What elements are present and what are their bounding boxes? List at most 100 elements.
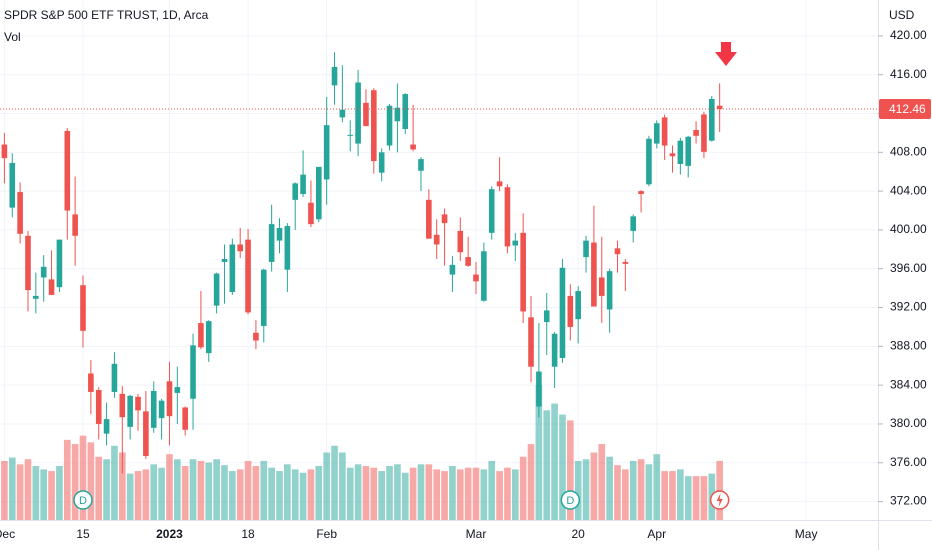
volume-bar [111, 445, 118, 520]
volume-bar [307, 469, 315, 520]
volume-bar [637, 459, 645, 520]
volume-bar [606, 456, 613, 520]
candle-body [677, 140, 684, 164]
candle-body [135, 396, 141, 411]
volume-bar [370, 467, 378, 520]
dividend-label: D [566, 495, 574, 507]
volume-bar [614, 465, 621, 520]
y-tick-label: 416.00 [890, 67, 927, 81]
volume-bar [559, 414, 566, 520]
candle-body [363, 102, 369, 127]
volume-bar [197, 460, 205, 520]
volume-bar [433, 469, 441, 520]
volume-bar [622, 469, 629, 520]
volume-bar [244, 460, 252, 520]
volume-bar [150, 464, 158, 520]
candle-body [481, 251, 487, 301]
x-tick-label: 2023 [156, 527, 183, 541]
y-tick-label: 388.00 [890, 339, 927, 353]
candle-body [465, 257, 471, 266]
candle-body [300, 174, 306, 195]
volume-bar [472, 467, 480, 520]
candle-body [1, 144, 8, 159]
volume-bar [323, 452, 330, 520]
volume-bar [692, 476, 700, 520]
volume-bar [551, 403, 558, 520]
candle-body [606, 271, 613, 310]
volume-bar [260, 460, 268, 520]
volume-bar [331, 445, 338, 520]
volume-bar [661, 471, 668, 520]
candle-body [575, 291, 581, 320]
y-tick-label: 372.00 [890, 494, 927, 508]
candle-body [693, 130, 699, 136]
volume-bar [456, 469, 464, 520]
candle-body [457, 230, 464, 253]
candle-body [433, 234, 440, 245]
candle-body [559, 267, 566, 358]
y-tick-label: 396.00 [890, 261, 927, 275]
candle-body [48, 279, 55, 295]
volume-bar [56, 466, 63, 520]
volume-bar [173, 459, 181, 520]
y-tick-label: 392.00 [890, 300, 927, 314]
x-tick-label: Mar [466, 527, 487, 541]
candle-body [253, 332, 259, 341]
volume-bar [582, 459, 590, 520]
volume-bar [378, 471, 386, 520]
x-tick-label: 18 [241, 527, 255, 541]
candle-body [174, 387, 181, 393]
volume-bar [339, 452, 346, 520]
candle-body [473, 274, 479, 282]
candle-body [716, 105, 723, 110]
candle-body [17, 192, 23, 234]
volume-bar [166, 454, 173, 520]
y-tick-label: 408.00 [890, 144, 927, 158]
candle-body [260, 269, 267, 326]
earnings-icon [716, 493, 723, 507]
volume-bar [189, 459, 197, 520]
candle-body [701, 114, 707, 152]
candle-body [284, 226, 291, 270]
candle-body [276, 227, 283, 241]
volume-bar [213, 459, 220, 520]
volume-bar [645, 464, 653, 520]
candle-body [528, 317, 534, 367]
volume-bar [519, 456, 527, 520]
x-tick-label: 20 [572, 527, 586, 541]
volume-bar [71, 444, 79, 520]
candle-body [229, 244, 236, 293]
candle-body [9, 162, 16, 208]
volume-bar [299, 472, 307, 520]
volume-bar [142, 469, 150, 520]
candle-body [268, 224, 275, 262]
candle-body [536, 371, 542, 407]
volume-bar [511, 469, 519, 520]
volume-bar [40, 469, 48, 520]
last-price-box [879, 99, 931, 120]
candle-body [158, 400, 165, 419]
volume-bar [87, 442, 95, 520]
volume-bar [574, 460, 582, 520]
candle-body [504, 187, 511, 247]
volume-bar [394, 464, 401, 520]
candle-body [198, 323, 204, 348]
volume-bar [464, 467, 472, 520]
x-tick-label: Feb [316, 527, 337, 541]
volume-bar [236, 469, 244, 520]
candle-body [103, 419, 110, 434]
volume-bar [221, 465, 228, 520]
candle-body [418, 159, 424, 171]
candle-body [685, 136, 692, 166]
volume-bar [598, 444, 606, 520]
grid [0, 0, 878, 520]
volume-bar [268, 467, 275, 520]
volume-bar [346, 467, 354, 520]
volume-bar [32, 466, 40, 520]
y-tick-label: 400.00 [890, 222, 927, 236]
volume-bar [8, 457, 16, 520]
volume-bar [63, 439, 71, 520]
candle-body [323, 125, 330, 180]
candle-body [205, 321, 212, 354]
x-tick-label: 15 [76, 527, 90, 541]
